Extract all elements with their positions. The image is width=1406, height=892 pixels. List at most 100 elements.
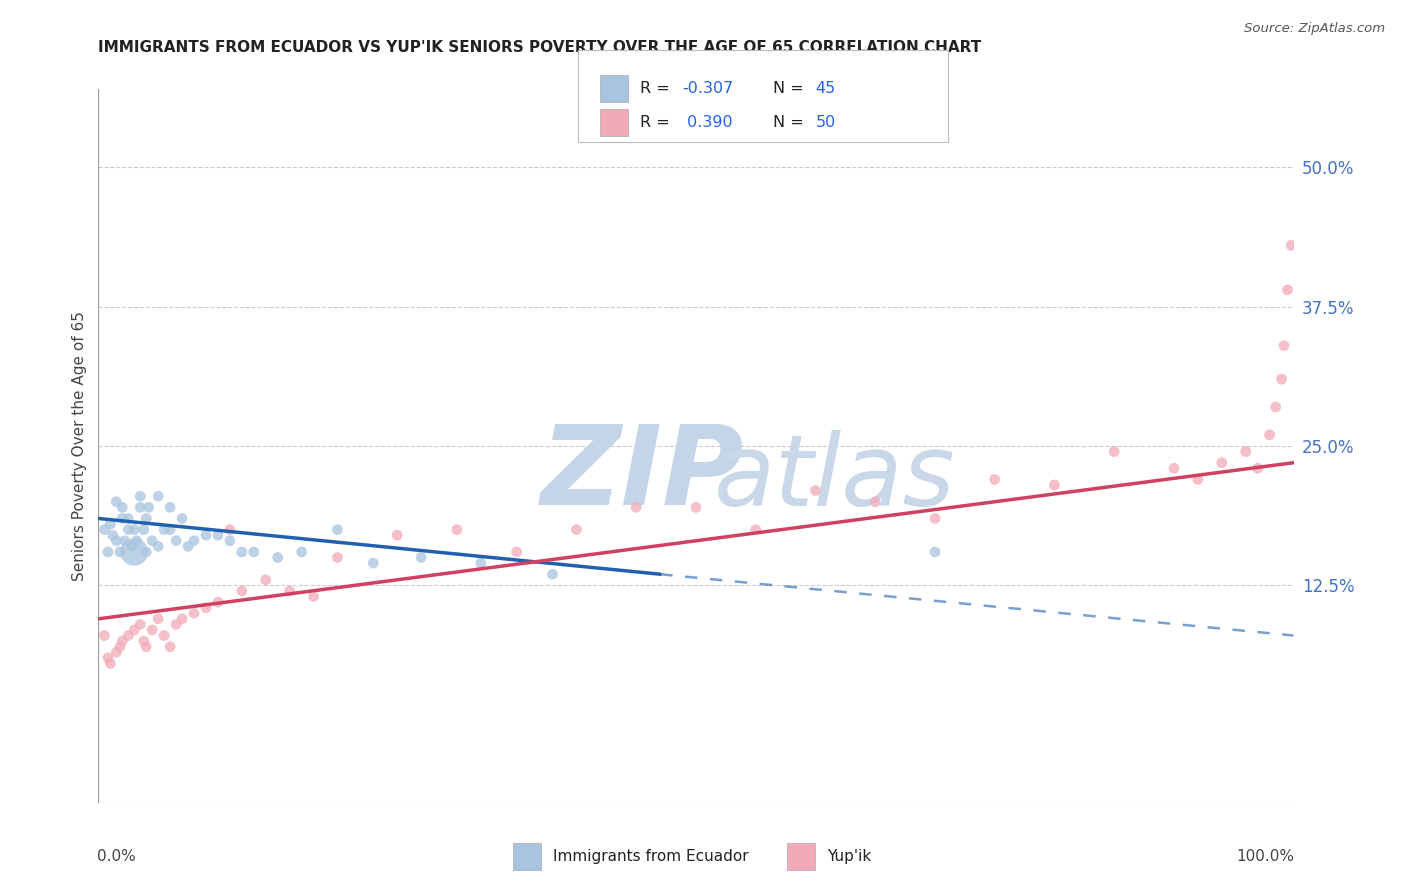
- Point: [98, 516, 122, 531]
- Point: [129, 489, 152, 503]
- Point: [105, 494, 128, 508]
- Point: [121, 539, 143, 553]
- Point: [153, 628, 176, 642]
- Point: [804, 483, 827, 498]
- Point: [153, 523, 176, 537]
- Point: [745, 523, 768, 537]
- Point: [159, 640, 181, 654]
- Point: [1104, 444, 1126, 458]
- Point: [685, 500, 707, 515]
- Point: [1272, 338, 1295, 352]
- Point: [148, 612, 170, 626]
- Point: [124, 545, 146, 559]
- Text: Immigrants from Ecuador: Immigrants from Ecuador: [553, 849, 748, 863]
- Point: [135, 511, 157, 525]
- Point: [1277, 283, 1299, 297]
- Point: [1264, 400, 1286, 414]
- Point: [1043, 478, 1066, 492]
- Point: [132, 634, 155, 648]
- Point: [302, 590, 325, 604]
- Point: [177, 539, 200, 553]
- Text: N =: N =: [773, 115, 810, 129]
- Text: 0.390: 0.390: [682, 115, 733, 129]
- Point: [141, 533, 163, 548]
- Point: [326, 523, 349, 537]
- Text: ZIP: ZIP: [541, 421, 744, 528]
- Point: [541, 567, 564, 582]
- Point: [135, 545, 157, 559]
- Text: Yup'ik: Yup'ik: [827, 849, 870, 863]
- Point: [129, 617, 152, 632]
- Point: [243, 545, 266, 559]
- Text: 50: 50: [815, 115, 835, 129]
- Point: [135, 640, 157, 654]
- Point: [111, 511, 134, 525]
- Point: [97, 545, 120, 559]
- Point: [984, 472, 1007, 486]
- Point: [124, 523, 146, 537]
- Point: [207, 528, 229, 542]
- Point: [924, 511, 946, 525]
- Point: [159, 523, 181, 537]
- Point: [291, 545, 314, 559]
- Point: [278, 583, 301, 598]
- Point: [1211, 456, 1233, 470]
- Point: [98, 657, 122, 671]
- Point: [111, 500, 134, 515]
- Y-axis label: Seniors Poverty Over the Age of 65: Seniors Poverty Over the Age of 65: [72, 311, 87, 581]
- Point: [506, 545, 529, 559]
- Point: [172, 612, 194, 626]
- Text: N =: N =: [773, 81, 810, 96]
- Point: [267, 550, 290, 565]
- Point: [114, 533, 136, 548]
- Text: 45: 45: [815, 81, 835, 96]
- Point: [132, 523, 155, 537]
- Point: [124, 623, 146, 637]
- Point: [1247, 461, 1270, 475]
- Point: [470, 556, 492, 570]
- Text: IMMIGRANTS FROM ECUADOR VS YUP'IK SENIORS POVERTY OVER THE AGE OF 65 CORRELATION: IMMIGRANTS FROM ECUADOR VS YUP'IK SENIOR…: [98, 40, 981, 55]
- Point: [411, 550, 433, 565]
- Point: [195, 528, 218, 542]
- Point: [219, 533, 242, 548]
- Point: [326, 550, 349, 565]
- Text: Source: ZipAtlas.com: Source: ZipAtlas.com: [1244, 22, 1385, 36]
- Text: R =: R =: [640, 115, 675, 129]
- Point: [172, 511, 194, 525]
- Point: [148, 489, 170, 503]
- Point: [183, 607, 205, 621]
- Point: [148, 539, 170, 553]
- Point: [1271, 372, 1294, 386]
- Point: [254, 573, 277, 587]
- Point: [93, 628, 115, 642]
- Text: -0.307: -0.307: [682, 81, 733, 96]
- Point: [125, 533, 148, 548]
- Point: [446, 523, 468, 537]
- Text: 100.0%: 100.0%: [1237, 849, 1295, 864]
- Point: [207, 595, 229, 609]
- Point: [1163, 461, 1185, 475]
- Point: [159, 500, 181, 515]
- Text: atlas: atlas: [714, 430, 956, 526]
- Point: [1187, 472, 1209, 486]
- Point: [141, 623, 163, 637]
- Point: [1234, 444, 1257, 458]
- Point: [93, 523, 115, 537]
- Point: [231, 583, 253, 598]
- Point: [385, 528, 409, 542]
- Point: [138, 500, 160, 515]
- Point: [165, 617, 187, 632]
- Point: [165, 533, 187, 548]
- Point: [97, 651, 120, 665]
- Point: [924, 545, 946, 559]
- Point: [865, 494, 887, 508]
- Point: [117, 511, 139, 525]
- Point: [1258, 427, 1281, 442]
- Point: [1279, 238, 1302, 252]
- Text: 0.0%: 0.0%: [97, 849, 136, 864]
- Point: [105, 645, 128, 659]
- Point: [101, 528, 124, 542]
- Point: [108, 545, 131, 559]
- Point: [363, 556, 385, 570]
- Point: [219, 523, 242, 537]
